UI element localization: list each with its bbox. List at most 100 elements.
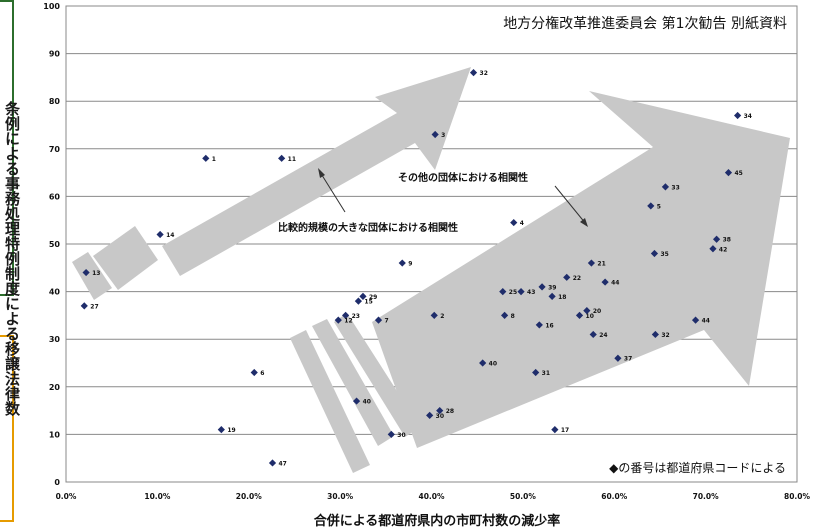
annotation-upper: 比較的規模の大きな団体における相関性: [278, 221, 458, 234]
data-point-label: 8: [511, 313, 515, 320]
y-tick-label: 30: [49, 335, 61, 344]
data-point-label: 44: [611, 280, 619, 287]
data-point-marker: [647, 202, 655, 210]
data-point-marker: [80, 302, 88, 310]
x-axis-label: 合併による都道府県内の市町村数の減少率: [314, 513, 561, 529]
data-point-marker: [334, 316, 342, 324]
data-point-marker: [387, 430, 395, 438]
data-point-marker: [217, 426, 225, 434]
data-point-label: 37: [624, 356, 632, 363]
lower-trend-arrow: [372, 91, 790, 448]
data-point-marker: [661, 183, 670, 191]
data-point-label: 5: [657, 203, 661, 210]
data-point-label: 43: [527, 289, 535, 296]
data-point-label: 47: [279, 460, 287, 467]
annotation-lower-pointer: [554, 185, 587, 225]
data-point-marker: [563, 273, 571, 281]
data-point-label: 40: [489, 361, 497, 368]
x-tick-label: 50.0%: [510, 492, 537, 501]
data-point-marker: [278, 154, 286, 162]
data-point-marker: [589, 330, 597, 339]
data-point-label: 21: [597, 261, 605, 268]
data-point-label: 33: [671, 184, 679, 191]
y-tick-label: 40: [49, 288, 61, 297]
data-point-marker: [614, 354, 622, 362]
data-point-marker: [532, 368, 540, 377]
data-point-marker: [250, 368, 258, 377]
y-tick-label: 10: [49, 430, 61, 439]
data-point-label: 24: [599, 332, 607, 339]
data-point-marker: [587, 259, 596, 267]
data-point-label: 3: [441, 132, 445, 139]
x-tick-label: 80.0%: [784, 492, 811, 501]
upper-trend-arrow: [162, 67, 471, 276]
ylabel-frame-green: [0, 0, 14, 296]
data-point-marker: [691, 316, 700, 324]
data-point-label: 38: [723, 237, 731, 244]
data-point-marker: [479, 359, 487, 367]
x-tick-label: 40.0%: [418, 492, 445, 501]
data-point-marker: [374, 316, 383, 324]
data-point-label: 13: [92, 270, 100, 277]
data-point-marker: [398, 259, 406, 267]
data-point-label: 1: [212, 156, 216, 163]
chart-title: 地方分権改革推進委員会 第1次勧告 別紙資料: [503, 15, 787, 32]
x-tick-label: 20.0%: [236, 492, 263, 501]
trend-arrows: [72, 67, 790, 473]
data-point-marker: [501, 311, 509, 319]
data-point-marker: [538, 283, 546, 291]
data-point-label: 9: [408, 261, 412, 268]
data-point-label: 20: [593, 308, 601, 315]
y-tick-label: 60: [49, 192, 61, 201]
data-point-label: 7: [385, 318, 389, 325]
data-point-label: 6: [260, 370, 264, 377]
data-point-label: 18: [558, 294, 566, 301]
y-tick-label: 0: [54, 478, 60, 487]
x-tick-label: 0.0%: [56, 492, 77, 501]
data-point-label: 44: [702, 318, 710, 325]
data-point-marker: [548, 292, 556, 300]
data-point-marker: [601, 278, 609, 286]
upper-arrow-stripe-1: [93, 226, 158, 290]
data-point-marker: [469, 69, 478, 77]
data-point-marker: [510, 218, 518, 227]
data-point-label: 29: [369, 294, 377, 301]
data-point-marker: [583, 307, 591, 315]
data-point-marker: [354, 297, 362, 305]
lower-arrow-stripe-1: [334, 313, 420, 437]
data-point-label: 10: [586, 313, 594, 320]
legend-note: ◆の番号は都道府県コードによる: [609, 460, 786, 475]
x-tick-label: 10.0%: [144, 492, 171, 501]
data-point-marker: [268, 459, 277, 467]
data-point-marker: [202, 154, 210, 162]
y-tick-label: 90: [49, 50, 61, 59]
y-tick-label: 100: [43, 2, 60, 11]
x-tick-label: 70.0%: [693, 492, 720, 501]
data-point-marker: [342, 311, 350, 319]
data-point-marker: [712, 235, 721, 243]
data-point-label: 27: [90, 303, 98, 310]
y-tick-label: 20: [49, 383, 61, 392]
data-point-marker: [156, 230, 164, 239]
data-point-label: 30: [436, 413, 444, 420]
data-point-marker: [359, 292, 367, 300]
data-point-marker: [724, 169, 733, 177]
y-axis-label: 条例による事務処理特例制度による移譲法律数: [3, 100, 21, 416]
data-point-label: 31: [542, 370, 550, 377]
data-point-label: 28: [446, 408, 454, 415]
data-point-marker: [650, 249, 659, 258]
lower-arrow-stripe-2: [312, 319, 394, 446]
data-point-marker: [430, 311, 438, 319]
data-point-label: 16: [545, 322, 553, 329]
data-point-marker: [551, 426, 559, 434]
data-point-marker: [431, 130, 439, 139]
data-point-marker: [535, 321, 543, 329]
upper-arrow-stripe-2: [72, 252, 112, 300]
data-point-label: 45: [734, 170, 742, 177]
data-point-label: 23: [352, 313, 360, 320]
data-point-label: 2: [440, 313, 444, 320]
data-point-label: 4: [520, 220, 524, 227]
x-tick-label: 60.0%: [601, 492, 628, 501]
